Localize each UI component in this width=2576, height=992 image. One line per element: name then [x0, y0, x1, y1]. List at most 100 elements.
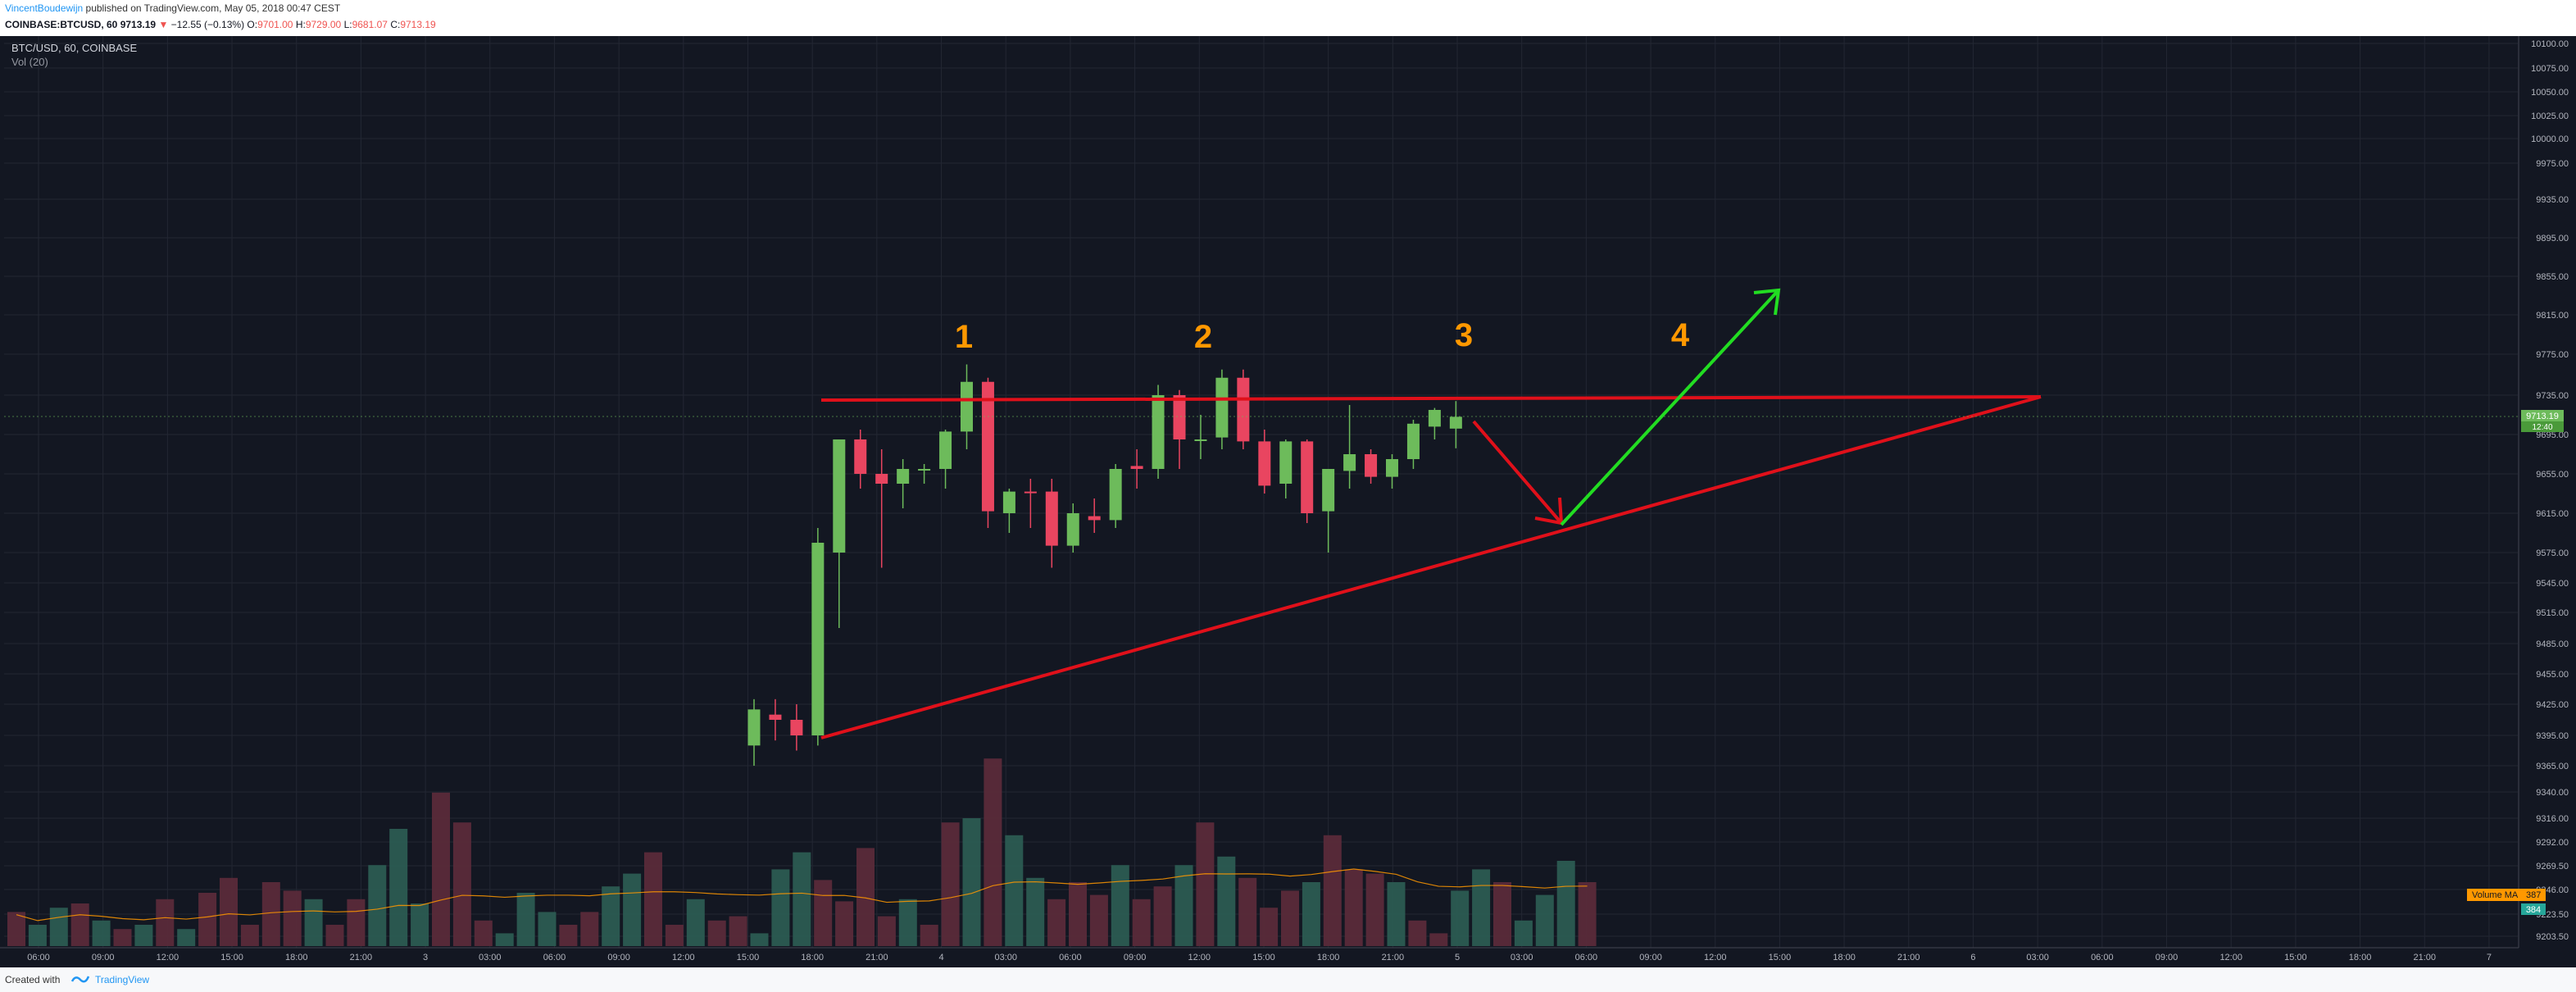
price-axis[interactable]: [2518, 36, 2576, 967]
time-tick-label: 18:00: [801, 953, 824, 962]
volume-bar: [49, 908, 68, 946]
price-tick-label: 10075.00: [2531, 64, 2569, 74]
price-tick-label: 9395.00: [2536, 731, 2569, 741]
close-value: 9713.19: [400, 19, 436, 30]
wave-label[interactable]: 4: [1671, 317, 1690, 353]
price-tick-label: 10050.00: [2531, 88, 2569, 98]
volume-layer: [7, 758, 1597, 946]
volume-ma-value: 387: [2526, 890, 2541, 900]
volume-bar: [198, 893, 217, 946]
ohlc-close: C:9713.19: [390, 19, 435, 30]
candle-body: [1449, 416, 1462, 429]
green-arrow-shaft[interactable]: [1560, 289, 1780, 526]
volume-bar: [1217, 856, 1236, 946]
low-label: L:: [343, 19, 352, 30]
candle-body: [1215, 377, 1229, 438]
volume-bar: [1174, 865, 1193, 946]
chart-grid: [4, 36, 2520, 948]
tradingview-logo-icon[interactable]: [70, 973, 90, 987]
volume-bar: [856, 848, 875, 946]
volume-bar: [1535, 894, 1554, 946]
candle-body: [961, 381, 973, 432]
volume-bar: [580, 912, 599, 946]
candle-body: [1301, 441, 1314, 513]
volume-bar: [602, 886, 620, 946]
volume-bar: [962, 818, 981, 946]
candle-body: [1109, 469, 1122, 521]
volume-bar: [1578, 882, 1597, 946]
time-tick-label: 12:00: [1188, 953, 1211, 962]
volume-bar: [941, 822, 960, 946]
candle-body: [1322, 469, 1335, 512]
time-tick-label: 18:00: [285, 953, 308, 962]
volume-bar: [1451, 890, 1470, 946]
volume-bar: [1281, 890, 1299, 946]
author-link[interactable]: VincentBoudewijn: [5, 2, 84, 14]
volume-value-tag: [2521, 903, 2546, 915]
candle-body: [747, 709, 761, 746]
volume-bar: [1089, 894, 1108, 946]
candle-body: [1343, 454, 1356, 471]
volume-bar: [665, 925, 684, 946]
wave-label[interactable]: 3: [1455, 317, 1473, 353]
candle-body: [1428, 410, 1441, 427]
legend-volume[interactable]: Vol (20): [11, 56, 48, 68]
volume-bar: [686, 899, 705, 946]
volume-ma-line: [16, 868, 1588, 921]
publish-info: VincentBoudewijn published on TradingVie…: [5, 2, 340, 14]
time-tick-label: 15:00: [220, 953, 243, 962]
chart-area[interactable]: 1 2 3 4 10100.00 10075.00 10050.00 10025.00 100…: [0, 36, 2576, 967]
volume-bar: [1323, 835, 1342, 946]
time-tick-label: 18:00: [1833, 953, 1856, 962]
candle-body: [1088, 516, 1101, 521]
time-tick-label: 12:00: [2219, 953, 2242, 962]
volume-bar: [793, 852, 811, 946]
price-tick-label: 9203.50: [2536, 932, 2569, 942]
volume-bar: [538, 912, 557, 946]
volume-bar: [1387, 882, 1406, 946]
price-tick-label: 10000.00: [2531, 134, 2569, 144]
time-axis[interactable]: [0, 948, 2576, 967]
low-value: 9681.07: [352, 19, 388, 30]
red-arrow-shaft[interactable]: [1472, 420, 1563, 525]
change-value: −12.55 (−0.13%): [170, 19, 245, 30]
time-tick-label: 21:00: [865, 953, 888, 962]
candle-body: [769, 714, 782, 720]
price-tick-label: 9575.00: [2536, 548, 2569, 558]
price-tick-label: 9775.00: [2536, 350, 2569, 360]
support-trendline[interactable]: [820, 395, 2042, 739]
volume-ma-layer: [16, 868, 1588, 921]
price-tick-label: 9269.50: [2536, 862, 2569, 871]
wave-label[interactable]: 1: [955, 319, 973, 355]
volume-bar: [1472, 869, 1491, 946]
volume-bar: [1132, 899, 1151, 946]
candle-body: [790, 720, 803, 735]
legend-symbol[interactable]: BTC/USD, 60, COINBASE: [11, 42, 137, 54]
volume-bar: [771, 869, 790, 946]
price-chart[interactable]: 1 2 3 4 10100.00 10075.00 10050.00 10025.00 100…: [0, 36, 2576, 967]
price-tick-label: 9545.00: [2536, 579, 2569, 589]
volume-bar: [92, 920, 111, 946]
volume-bar: [113, 929, 132, 946]
last-price: 9713.19: [120, 19, 157, 30]
volume-bar: [1111, 865, 1129, 946]
candle-body: [1130, 466, 1143, 469]
volume-bar: [28, 925, 47, 946]
volume-bar: [1047, 899, 1066, 946]
price-tick-label: 10025.00: [2531, 111, 2569, 121]
tradingview-link[interactable]: TradingView: [95, 974, 150, 985]
volume-ma-label-bg: [2467, 889, 2546, 901]
wave-label[interactable]: 2: [1194, 319, 1212, 355]
candle-body: [1237, 377, 1250, 442]
volume-bar: [1514, 920, 1533, 946]
volume-bar: [411, 903, 429, 946]
volume-bar: [261, 882, 280, 946]
candle-body: [1194, 439, 1207, 441]
resistance-line[interactable]: [820, 395, 2042, 402]
volume-bar: [220, 877, 238, 946]
footer: Created with TradingView: [0, 967, 2576, 992]
volume-bar: [898, 899, 917, 946]
countdown-tag: [2521, 421, 2564, 432]
time-tick-label: 06:00: [543, 953, 566, 962]
price-tick-label: 10100.00: [2531, 39, 2569, 49]
